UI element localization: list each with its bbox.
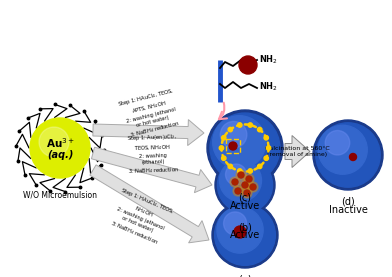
Text: Active: Active xyxy=(230,230,260,240)
Circle shape xyxy=(228,164,232,169)
Circle shape xyxy=(30,118,90,178)
Circle shape xyxy=(218,157,272,213)
Circle shape xyxy=(233,186,243,196)
Circle shape xyxy=(235,188,241,194)
Circle shape xyxy=(215,205,275,265)
Circle shape xyxy=(220,121,247,148)
Circle shape xyxy=(221,156,226,160)
Text: W/O Microemulsion: W/O Microemulsion xyxy=(23,190,97,199)
Circle shape xyxy=(220,160,261,201)
Circle shape xyxy=(221,135,226,140)
Circle shape xyxy=(213,116,266,169)
Text: Active: Active xyxy=(230,201,260,211)
Circle shape xyxy=(264,156,269,160)
Circle shape xyxy=(258,127,262,132)
Text: (b): (b) xyxy=(238,222,252,232)
Circle shape xyxy=(316,123,380,187)
FancyArrowPatch shape xyxy=(219,103,227,119)
Circle shape xyxy=(207,110,283,186)
Circle shape xyxy=(217,207,263,253)
Text: (aq.): (aq.) xyxy=(47,150,73,160)
Text: Step 1: HAuCl$_4$, TEOS,
APTS, NH$_4$OH
2: washing (ethanol
or hot water)
3: NaB: Step 1: HAuCl$_4$, TEOS, APTS, NH$_4$OH … xyxy=(117,86,184,141)
Text: Step 1: Au(en)$_2$Cl$_2$,
TEOS, NH$_4$OH
2: washing
(ethanol)
3: NaBH$_4$ reduct: Step 1: Au(en)$_2$Cl$_2$, TEOS, NH$_4$OH… xyxy=(126,132,179,176)
Circle shape xyxy=(236,170,246,180)
Circle shape xyxy=(242,188,252,198)
Circle shape xyxy=(210,113,280,183)
Polygon shape xyxy=(91,147,212,193)
Circle shape xyxy=(223,212,247,235)
Circle shape xyxy=(39,127,69,157)
Circle shape xyxy=(350,153,356,160)
Circle shape xyxy=(266,146,271,150)
Text: Au$^{3+}$: Au$^{3+}$ xyxy=(45,136,74,150)
Text: Step 1: HAuCl$_4$, TEOS,
NH$_4$OH
2: washing (ethanol
or hot water)
3: NaBH$_4$ : Step 1: HAuCl$_4$, TEOS, NH$_4$OH 2: was… xyxy=(106,186,176,248)
Circle shape xyxy=(244,190,250,196)
Circle shape xyxy=(244,174,254,184)
Bar xyxy=(226,139,240,153)
Circle shape xyxy=(230,177,240,187)
Circle shape xyxy=(248,123,252,127)
Circle shape xyxy=(318,125,367,174)
Circle shape xyxy=(250,184,256,190)
Circle shape xyxy=(219,146,224,150)
Text: NH$_2$: NH$_2$ xyxy=(259,54,278,66)
Text: (c): (c) xyxy=(238,193,252,203)
Circle shape xyxy=(239,56,257,74)
Polygon shape xyxy=(285,135,310,168)
Polygon shape xyxy=(93,120,204,145)
Circle shape xyxy=(234,226,246,238)
Text: (a): (a) xyxy=(238,275,252,277)
Circle shape xyxy=(242,182,248,188)
Circle shape xyxy=(238,169,242,173)
Circle shape xyxy=(228,127,232,132)
Polygon shape xyxy=(90,165,209,243)
Circle shape xyxy=(238,123,242,127)
Circle shape xyxy=(232,179,238,185)
Text: NH$_2$: NH$_2$ xyxy=(259,81,278,93)
Circle shape xyxy=(246,176,252,182)
Circle shape xyxy=(313,120,383,190)
Text: (d): (d) xyxy=(341,197,355,207)
Circle shape xyxy=(258,164,262,169)
Circle shape xyxy=(225,164,247,185)
Text: Calcination at 560°C
(removal of amine): Calcination at 560°C (removal of amine) xyxy=(265,146,330,157)
Circle shape xyxy=(238,172,244,178)
Circle shape xyxy=(212,202,278,268)
Circle shape xyxy=(248,169,252,173)
Circle shape xyxy=(215,155,275,215)
Circle shape xyxy=(325,130,350,155)
Circle shape xyxy=(240,180,250,190)
Circle shape xyxy=(248,182,258,192)
Text: Inactive: Inactive xyxy=(328,205,367,215)
Circle shape xyxy=(229,142,237,150)
Circle shape xyxy=(264,135,269,140)
